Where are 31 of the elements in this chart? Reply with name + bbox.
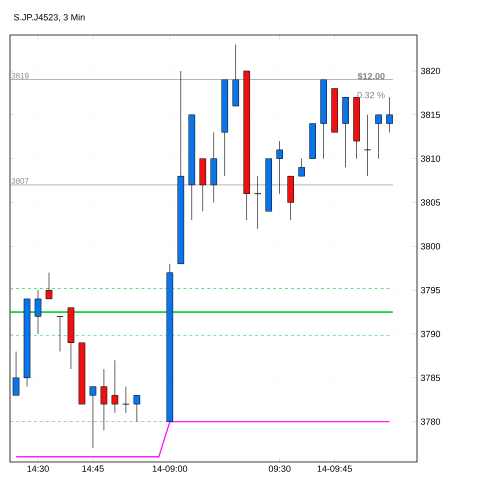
- y-tick-label: 3810: [420, 155, 440, 162]
- y-tick-label: 3800: [420, 243, 440, 250]
- candlestick: [276, 140, 284, 194]
- y-tick-label: 3815: [420, 112, 440, 118]
- x-tick-label: 09:30: [268, 466, 291, 472]
- candlestick: [56, 316, 64, 352]
- chart-title: S.JP.J4523, 3 Min: [14, 14, 85, 22]
- x-tick-label: 14:30: [27, 466, 49, 472]
- y-tick-label: 3795: [420, 286, 440, 294]
- candlestick: [90, 386, 96, 448]
- y-tick-label: 3780: [420, 418, 440, 425]
- annotation: 0.32 %: [357, 92, 385, 98]
- candlestick: [46, 272, 52, 300]
- candlestick: [298, 158, 305, 176]
- y-tick-label: 3805: [420, 199, 440, 206]
- annotation: $12.00: [358, 72, 385, 80]
- x-tick-label: 14-09:45: [318, 466, 352, 472]
- candlestick: [122, 386, 130, 414]
- y-tick-label: 3785: [420, 374, 440, 382]
- candlestick: [386, 96, 393, 133]
- x-tick-label: 14:45: [82, 466, 104, 472]
- candlestick: [134, 395, 140, 422]
- x-tick-label: 14-09:00: [152, 466, 188, 472]
- y-tick-label: 3820: [420, 68, 440, 74]
- candlestick: [12, 351, 20, 396]
- candlestick: [34, 290, 42, 334]
- candlestick: [112, 360, 118, 414]
- candlestick: [375, 114, 382, 159]
- y-tick-label: 3790: [420, 330, 440, 338]
- candlestick: [100, 368, 108, 431]
- candlestick: [364, 114, 372, 176]
